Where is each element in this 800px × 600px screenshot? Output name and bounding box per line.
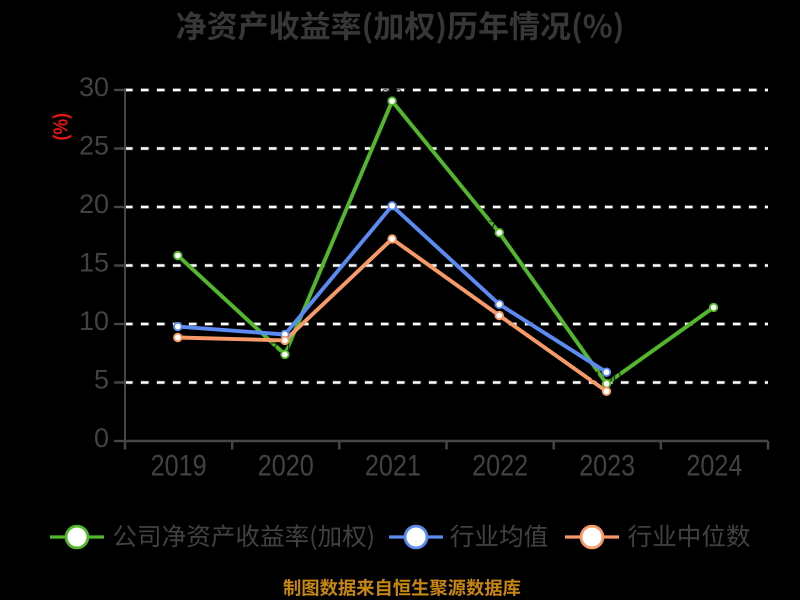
svg-text:2022: 2022 (472, 450, 528, 483)
svg-text:2020: 2020 (258, 450, 314, 483)
svg-text:11.44: 11.44 (695, 293, 733, 310)
svg-text:2021: 2021 (365, 450, 421, 483)
svg-text:2019: 2019 (151, 450, 207, 483)
svg-text:5: 5 (94, 365, 109, 395)
svg-text:15.86: 15.86 (158, 242, 197, 259)
svg-text:20: 20 (79, 189, 109, 219)
svg-text:10: 10 (79, 306, 109, 336)
svg-text:25: 25 (79, 131, 109, 161)
svg-text:2023: 2023 (579, 450, 635, 483)
svg-text:29.05: 29.05 (373, 87, 412, 104)
svg-text:30: 30 (79, 72, 109, 102)
svg-text:2024: 2024 (686, 450, 742, 483)
svg-text:7.40: 7.40 (270, 340, 301, 357)
svg-text:17.81: 17.81 (480, 219, 519, 236)
svg-text:(%): (%) (51, 113, 73, 141)
svg-text:15: 15 (79, 248, 109, 278)
svg-text:0: 0 (94, 423, 109, 453)
svg-text:4.90: 4.90 (591, 370, 622, 387)
